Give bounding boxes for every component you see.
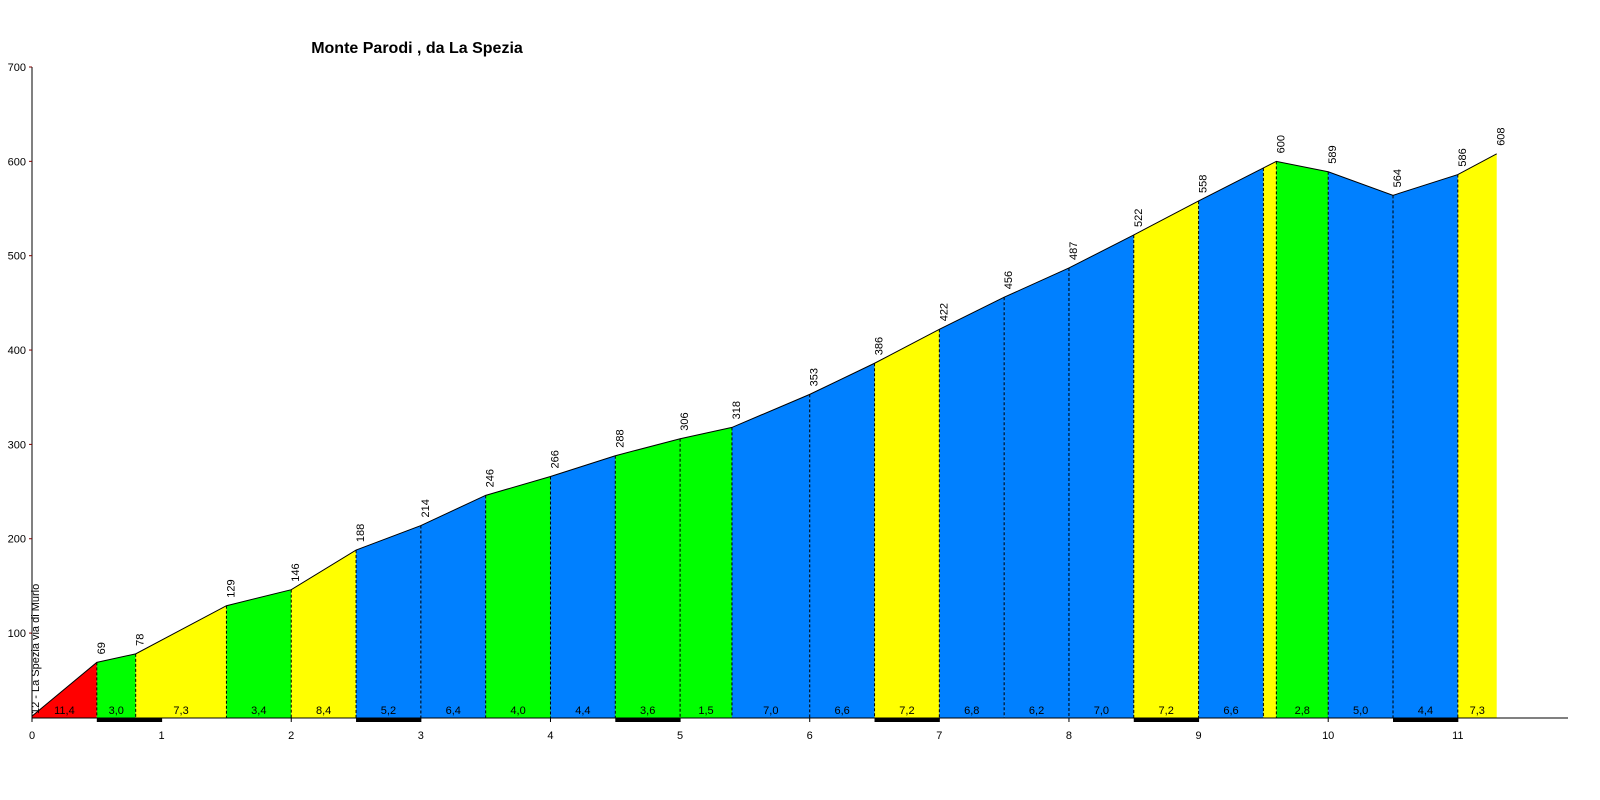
km-strip bbox=[1133, 718, 1199, 722]
grade-label: 4,4 bbox=[575, 705, 590, 717]
x-tick-label: 9 bbox=[1196, 730, 1202, 742]
x-tick-label: 0 bbox=[29, 730, 35, 742]
x-tick-label: 10 bbox=[1322, 730, 1334, 742]
grade-label: 6,6 bbox=[1223, 705, 1238, 717]
profile-segment bbox=[1393, 174, 1458, 718]
profile-segment bbox=[420, 495, 486, 718]
profile-segment bbox=[550, 455, 616, 718]
elevation-label: 266 bbox=[549, 450, 561, 468]
profile-segment bbox=[874, 329, 940, 718]
x-tick-label: 2 bbox=[288, 730, 294, 742]
km-strip bbox=[356, 718, 421, 722]
grade-label: 7,3 bbox=[1470, 705, 1485, 717]
y-tick-label: 700 bbox=[8, 62, 26, 74]
elevation-label: 600 bbox=[1275, 135, 1287, 153]
elevation-label: 306 bbox=[679, 412, 691, 430]
elevation-label: 386 bbox=[874, 337, 886, 355]
profile-segment bbox=[291, 550, 357, 718]
profile-segment bbox=[1457, 153, 1497, 719]
profile-segment bbox=[356, 525, 421, 718]
profile-segment bbox=[1198, 167, 1264, 719]
grade-label: 7,2 bbox=[1159, 705, 1174, 717]
y-tick-label: 300 bbox=[8, 439, 26, 451]
km-strip bbox=[874, 718, 940, 722]
km-strip bbox=[1393, 718, 1458, 722]
grade-label: 3,4 bbox=[251, 705, 266, 717]
profile-segment bbox=[939, 297, 1005, 718]
x-tick-label: 1 bbox=[159, 730, 165, 742]
start-label: 12 - La Spezia via di Murlo bbox=[30, 584, 42, 714]
profile-segment bbox=[485, 476, 551, 718]
grade-label: 2,8 bbox=[1295, 705, 1310, 717]
profile-segment bbox=[1276, 161, 1329, 718]
elevation-label: 608 bbox=[1496, 127, 1508, 145]
x-tick-label: 3 bbox=[418, 730, 424, 742]
y-tick-label: 600 bbox=[8, 156, 26, 168]
grade-label: 1,5 bbox=[698, 705, 713, 717]
grade-label: 5,0 bbox=[1353, 705, 1368, 717]
grade-label: 11,4 bbox=[54, 705, 75, 717]
grade-label: 6,4 bbox=[446, 705, 461, 717]
profile-segment bbox=[1068, 234, 1134, 718]
grade-label: 7,2 bbox=[899, 705, 914, 717]
y-tick-label: 200 bbox=[8, 534, 26, 546]
profile-segment bbox=[731, 394, 810, 718]
grade-label: 3,0 bbox=[109, 705, 124, 717]
profile-segment bbox=[1328, 171, 1394, 719]
elevation-label: 586 bbox=[1457, 148, 1469, 166]
x-tick-label: 8 bbox=[1066, 730, 1072, 742]
elevation-label: 69 bbox=[96, 642, 108, 654]
elevation-label: 318 bbox=[731, 401, 743, 419]
elevation-label: 589 bbox=[1327, 145, 1339, 163]
grade-label: 7,0 bbox=[763, 705, 778, 717]
elevation-label: 78 bbox=[135, 634, 147, 646]
grade-label: 6,2 bbox=[1029, 705, 1044, 717]
chart-title: Monte Parodi , da La Spezia bbox=[311, 40, 523, 57]
elevation-label: 246 bbox=[485, 469, 497, 487]
x-tick-label: 7 bbox=[936, 730, 942, 742]
y-tick-label: 100 bbox=[8, 628, 26, 640]
elevation-label: 558 bbox=[1198, 175, 1210, 193]
km-strip bbox=[615, 718, 681, 722]
profile-segment bbox=[1004, 267, 1069, 718]
profile-segment bbox=[96, 653, 136, 718]
km-strip bbox=[96, 718, 162, 722]
elevation-label: 214 bbox=[420, 499, 432, 517]
grade-label: 4,0 bbox=[510, 705, 525, 717]
grade-label: 3,6 bbox=[640, 705, 655, 717]
x-tick-label: 11 bbox=[1452, 730, 1463, 742]
x-tick-label: 4 bbox=[547, 730, 553, 742]
profile-segment bbox=[135, 605, 227, 718]
profile-segment bbox=[226, 589, 292, 718]
elevation-label: 288 bbox=[614, 429, 626, 447]
profile-segment bbox=[615, 438, 681, 718]
y-tick-label: 500 bbox=[8, 251, 26, 263]
elevation-label: 146 bbox=[290, 563, 302, 581]
grade-label: 7,3 bbox=[173, 705, 188, 717]
grade-label: 4,4 bbox=[1418, 705, 1433, 717]
profile-segment bbox=[809, 363, 875, 718]
profile-segment bbox=[680, 427, 732, 718]
x-tick-label: 5 bbox=[677, 730, 683, 742]
elevation-label: 456 bbox=[1003, 271, 1015, 289]
grade-label: 6,6 bbox=[834, 705, 849, 717]
elevation-label: 564 bbox=[1392, 169, 1404, 187]
elevation-label: 487 bbox=[1068, 242, 1080, 260]
elevation-label: 129 bbox=[225, 579, 237, 597]
profile-segment bbox=[1263, 161, 1277, 718]
elevation-label: 422 bbox=[938, 303, 950, 321]
elevation-label: 522 bbox=[1133, 209, 1145, 227]
grade-label: 8,4 bbox=[316, 705, 331, 717]
x-tick-label: 6 bbox=[807, 730, 813, 742]
y-tick-label: 400 bbox=[8, 345, 26, 357]
elevation-label: 353 bbox=[809, 368, 821, 386]
grade-label: 6,8 bbox=[964, 705, 979, 717]
elevation-label: 188 bbox=[355, 524, 367, 542]
grade-label: 7,0 bbox=[1094, 705, 1109, 717]
profile-segment bbox=[1133, 200, 1199, 719]
grade-label: 5,2 bbox=[381, 705, 396, 717]
